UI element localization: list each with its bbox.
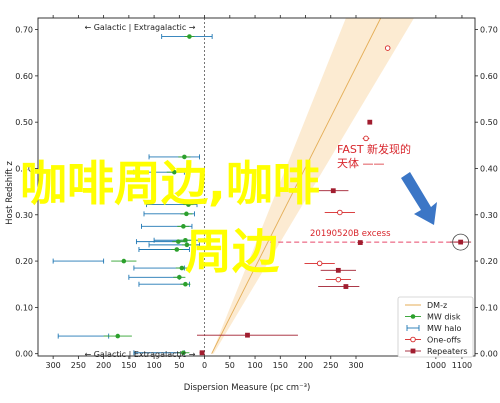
y-tick-label-right-4: 0.40 bbox=[480, 164, 498, 173]
y-tick-label-right-6: 0.60 bbox=[480, 72, 498, 81]
y-tick-label-4: 0.40 bbox=[15, 164, 33, 173]
y-tick-label-5: 0.50 bbox=[15, 118, 33, 127]
y-tick-label-0: 0.00 bbox=[15, 350, 33, 359]
mw-disk-point-9 bbox=[174, 247, 180, 252]
plot-frame bbox=[37, 17, 476, 357]
x-axis-title: Dispersion Measure (pc cm⁻³) bbox=[184, 383, 311, 393]
mw-disk-point-10 bbox=[121, 258, 127, 264]
legend-repeaters-label: Repeaters bbox=[427, 347, 468, 356]
x-tick-label-4: 100 bbox=[146, 361, 161, 370]
one-off-point-2 bbox=[337, 209, 343, 216]
repeater-point-2 bbox=[357, 240, 363, 245]
fast-label-line2: 天体 —— bbox=[337, 156, 385, 170]
one-off-point-1 bbox=[363, 135, 369, 142]
one-off-point-4 bbox=[316, 260, 323, 267]
repeater-point-7 bbox=[458, 239, 464, 245]
x-tick-label-12: 300 bbox=[348, 361, 363, 370]
legend-repeaters-swatch bbox=[410, 348, 416, 354]
y-tick-label-6: 0.60 bbox=[15, 72, 33, 81]
one-off-point-0 bbox=[384, 45, 391, 51]
dm-z-band-fill bbox=[209, 18, 415, 354]
x-tick-label-14: 1100 bbox=[452, 361, 472, 370]
highlight-ring bbox=[452, 233, 470, 251]
y-tick-label-right-0: 0.00 bbox=[480, 350, 498, 359]
mw-disk-point-5 bbox=[181, 224, 186, 229]
x-tick-label-0: 300 bbox=[46, 361, 61, 370]
repeater-point-5 bbox=[245, 332, 250, 338]
repeater-point-0 bbox=[367, 119, 373, 125]
legend-dm-z-label: DM-z bbox=[427, 301, 447, 310]
y-tick-label-3: 0.30 bbox=[15, 211, 33, 220]
y-tick-label-right-7: 0.70 bbox=[480, 26, 498, 35]
x-tick-label-13: 1000 bbox=[426, 361, 446, 370]
x-tick-label-5: 50 bbox=[174, 361, 184, 370]
mw-disk-point-4 bbox=[184, 211, 189, 217]
repeater-point-6 bbox=[199, 350, 205, 356]
x-tick-label-7: 50 bbox=[225, 361, 235, 370]
mw-disk-point-0 bbox=[187, 34, 192, 39]
y-tick-label-right-3: 0.30 bbox=[480, 211, 498, 220]
x-tick-label-9: 150 bbox=[273, 361, 288, 370]
bottom-galactic-label: ← Galactic | Extragalactic → bbox=[84, 350, 195, 359]
legend-one-offs-label: One-offs bbox=[427, 336, 461, 345]
legend-one-offs-swatch bbox=[410, 336, 416, 343]
y-tick-label-right-5: 0.50 bbox=[480, 118, 498, 127]
mw-disk-point-7 bbox=[176, 239, 181, 244]
mw-disk-point-11 bbox=[179, 265, 185, 271]
mw-disk-point-8 bbox=[184, 242, 190, 248]
legend-mw-disk-swatch bbox=[410, 314, 416, 319]
y-tick-label-right-1: 0.10 bbox=[480, 303, 498, 312]
excess-label: 20190520B excess bbox=[310, 229, 391, 239]
y-tick-label-2: 0.20 bbox=[15, 257, 33, 266]
axes: 300 250 200 150 100 50 0 50 100 150 200 250 300 1000 1… bbox=[15, 15, 498, 370]
fast-label-line1: FAST 新发现的 bbox=[337, 142, 411, 156]
y-tick-label-right-2: 0.20 bbox=[480, 257, 498, 266]
legend-mw-disk-label: MW disk bbox=[427, 313, 461, 322]
legend: DM-z MW disk MW halo One-offs Repeaters bbox=[397, 296, 474, 358]
x-tick-label-11: 250 bbox=[323, 361, 338, 370]
repeater-point-1 bbox=[330, 188, 336, 194]
x-tick-label-3: 150 bbox=[121, 361, 136, 370]
dm-z-line bbox=[211, 17, 382, 354]
overlay-text-line2: 周边 bbox=[185, 225, 279, 280]
mw-disk-point-15 bbox=[181, 350, 186, 356]
mw-disk-point-12 bbox=[177, 274, 182, 280]
legend-mw-halo-label: MW halo bbox=[427, 324, 462, 333]
top-galactic-label: ← Galactic | Extragalactic → bbox=[84, 23, 195, 32]
x-tick-label-10: 200 bbox=[298, 361, 313, 370]
dm-z-band bbox=[209, 17, 415, 354]
repeater-point-4 bbox=[343, 284, 349, 289]
overlay-text-line1: 咖啡周边,咖啡 bbox=[20, 157, 320, 212]
pointer-arrow-icon bbox=[401, 172, 437, 225]
y-tick-label-1: 0.10 bbox=[15, 303, 33, 312]
repeater-point-3 bbox=[335, 267, 341, 273]
mw-disk-point-1 bbox=[182, 154, 187, 160]
mw-disk-point-2 bbox=[171, 169, 177, 175]
mw-disk-point-13 bbox=[183, 281, 188, 287]
mw-disk-point-14 bbox=[115, 333, 121, 339]
x-tick-label-8: 100 bbox=[247, 361, 262, 370]
data-points bbox=[52, 34, 472, 356]
y-tick-label-7: 0.70 bbox=[15, 26, 33, 35]
x-tick-label-1: 250 bbox=[71, 361, 86, 370]
y-axis-title: Host Redshift z bbox=[5, 161, 15, 225]
x-tick-label-2: 200 bbox=[96, 361, 111, 370]
one-off-point-3 bbox=[335, 276, 342, 283]
x-tick-label-6: 0 bbox=[202, 361, 207, 370]
mw-disk-point-3 bbox=[186, 202, 191, 207]
